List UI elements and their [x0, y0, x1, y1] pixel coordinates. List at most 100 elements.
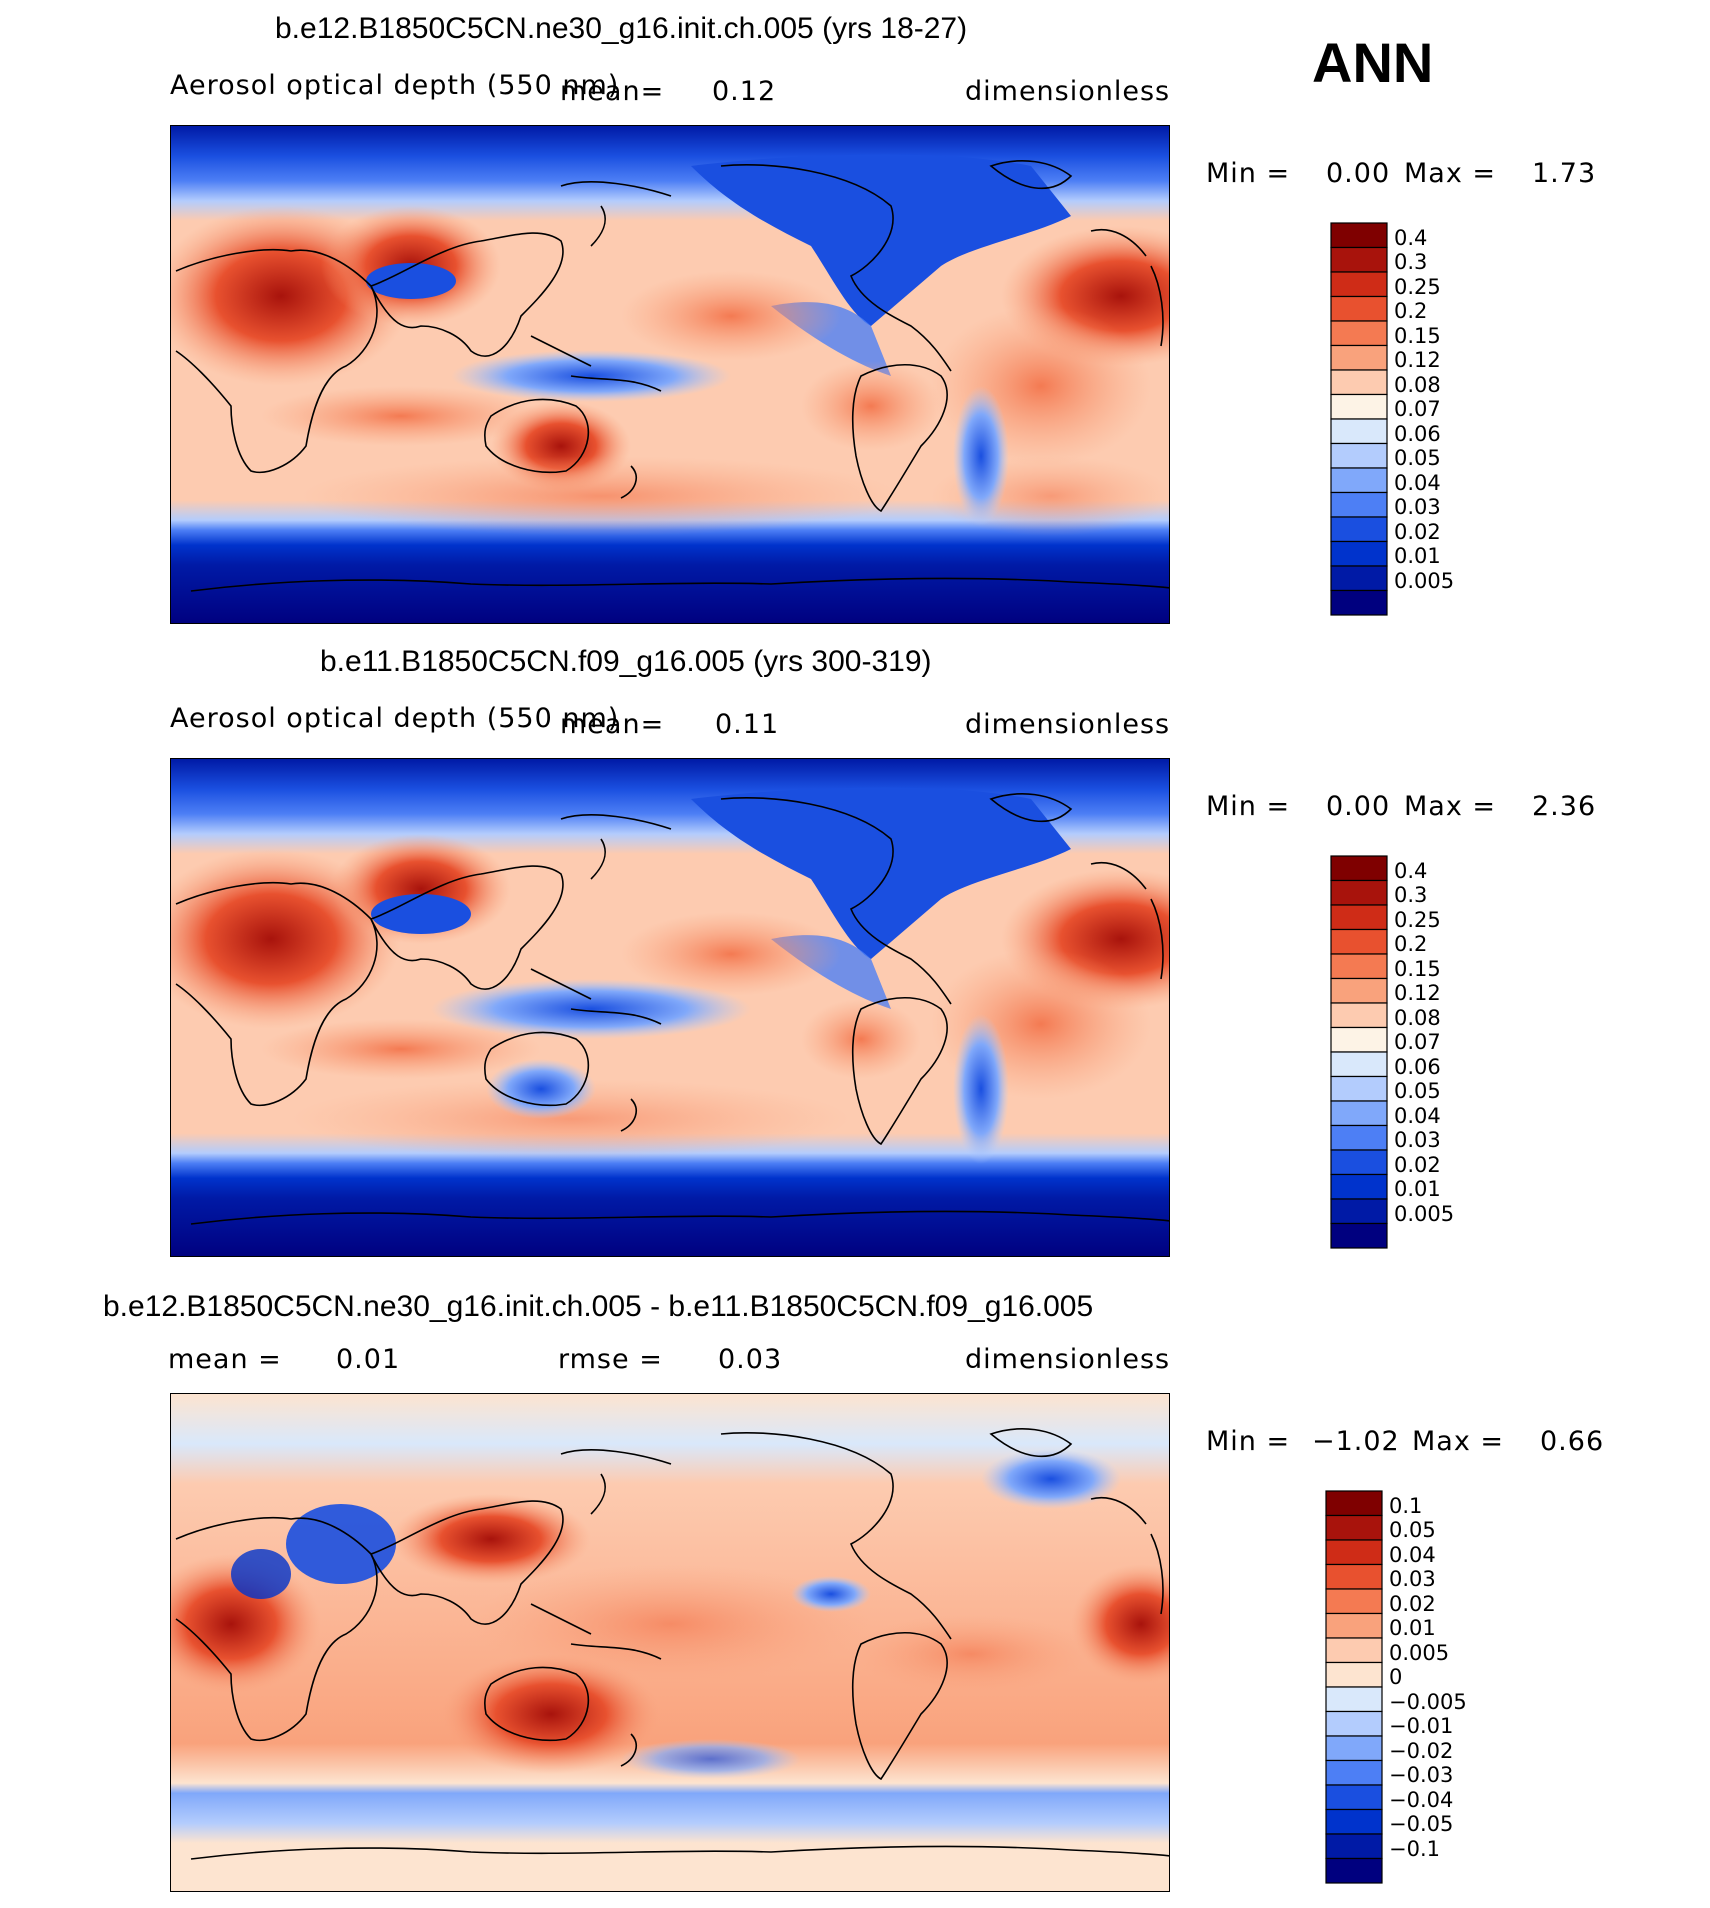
colorbar-swatch — [1330, 295, 1388, 322]
colorbar-level-label: 0.03 — [1394, 495, 1441, 519]
colorbar-swatch — [1330, 418, 1388, 445]
colorbar-level-label: 0.3 — [1394, 883, 1428, 907]
colorbar-level-label: 0.07 — [1394, 397, 1441, 421]
colorbar-svg — [1330, 855, 1388, 1249]
panel2-min-label: Min = — [1206, 791, 1291, 822]
colorbar-level-label: −0.1 — [1389, 1836, 1440, 1861]
colorbar-swatch — [1330, 1149, 1388, 1176]
colorbar-swatch — [1330, 879, 1388, 906]
panel1-map — [170, 125, 1170, 624]
colorbar-swatch — [1330, 516, 1388, 543]
panel1-min-label: Min = — [1206, 158, 1291, 189]
colorbar-level-label: 0.07 — [1394, 1030, 1441, 1054]
colorbar-level-label: 0.01 — [1394, 544, 1441, 568]
colorbar-level-label: 0 — [1389, 1665, 1403, 1689]
colorbar-level-label: 0.3 — [1394, 250, 1428, 274]
panel1-colorbar: 0.4 0.3 0.25 0.2 0.15 0.12 0.08 0.07 0.06 0.05 0.0… — [1330, 222, 1530, 623]
colorbar-swatch — [1325, 1710, 1383, 1737]
colorbar-level-label: 0.005 — [1389, 1640, 1450, 1665]
colorbar-level-label: 0.02 — [1394, 519, 1441, 544]
panel3-rmse-value: 0.03 — [718, 1344, 783, 1375]
colorbar-level-label: 0.4 — [1394, 858, 1428, 883]
colorbar-swatch — [1330, 589, 1388, 616]
colorbar-level-label: −0.04 — [1389, 1787, 1454, 1812]
colorbar-level-label: 0.08 — [1394, 372, 1441, 397]
colorbar-swatch — [1325, 1490, 1383, 1517]
colorbar-level-label: −0.005 — [1389, 1689, 1467, 1714]
panel3-units: dimensionless — [965, 1344, 1171, 1375]
panel3-max-value: 0.66 — [1540, 1426, 1605, 1457]
panel3-mean-value: 0.01 — [336, 1344, 401, 1375]
panel2-min-value: 0.00 — [1326, 791, 1391, 822]
colorbar-level-label: 0.005 — [1394, 568, 1455, 593]
colorbar-level-label: 0.005 — [1394, 1201, 1455, 1226]
colorbar-swatch — [1330, 540, 1388, 567]
colorbar-swatch — [1330, 1222, 1388, 1249]
colorbar-swatch — [1330, 1002, 1388, 1029]
colorbar-swatch — [1325, 1588, 1383, 1615]
colorbar-level-label: 0.12 — [1394, 981, 1441, 1005]
colorbar-swatch — [1330, 904, 1388, 931]
colorbar-swatch — [1330, 1100, 1388, 1127]
colorbar-swatch — [1330, 491, 1388, 518]
colorbar-swatch — [1330, 855, 1388, 882]
panel1-title: b.e12.B1850C5CN.ne30_g16.init.ch.005 (yr… — [275, 12, 968, 45]
panel1-mean-value: 0.12 — [712, 76, 777, 107]
panel1-units: dimensionless — [965, 76, 1171, 107]
panel1-mean-label: mean= — [560, 76, 665, 107]
colorbar-swatch — [1330, 344, 1388, 371]
colorbar-swatch — [1325, 1784, 1383, 1811]
colorbar-level-label: 0.2 — [1394, 932, 1428, 956]
panel1-variable-label: Aerosol optical depth (550 nm) — [170, 70, 620, 101]
panel2-max-value: 2.36 — [1532, 791, 1597, 822]
colorbar-swatch — [1325, 1514, 1383, 1541]
colorbar-level-label: 0.06 — [1394, 421, 1441, 446]
panel3-map-svg — [171, 1394, 1169, 1891]
colorbar-swatch — [1330, 565, 1388, 592]
colorbar-swatch — [1330, 222, 1388, 249]
colorbar-swatch — [1330, 393, 1388, 420]
colorbar-level-label: 0.01 — [1394, 1177, 1441, 1201]
colorbar-level-label: 0.15 — [1394, 956, 1441, 981]
colorbar-swatch — [1330, 1198, 1388, 1225]
colorbar-swatch — [1330, 369, 1388, 396]
colorbar-svg — [1325, 1490, 1383, 1884]
colorbar-swatch — [1330, 1026, 1388, 1053]
colorbar-level-label: 0.03 — [1389, 1567, 1436, 1591]
panel1-map-svg — [171, 126, 1169, 623]
colorbar-swatch — [1325, 1857, 1383, 1884]
colorbar-swatch — [1325, 1808, 1383, 1835]
colorbar-level-label: 0.05 — [1389, 1518, 1436, 1542]
panel2-mean-label: mean= — [560, 709, 665, 740]
colorbar-swatch — [1330, 928, 1388, 955]
colorbar-swatch — [1330, 320, 1388, 347]
panel2-colorbar: 0.4 0.3 0.25 0.2 0.15 0.12 0.08 0.07 0.06 0.05 0.0… — [1330, 855, 1530, 1256]
colorbar-level-label: −0.05 — [1389, 1812, 1454, 1836]
colorbar-swatch — [1325, 1563, 1383, 1590]
panel3-min-label: Min = — [1206, 1426, 1291, 1457]
panel3-rmse-label: rmse = — [558, 1344, 663, 1375]
panel2-mean-value: 0.11 — [715, 709, 780, 740]
colorbar-swatch — [1330, 1173, 1388, 1200]
colorbar-level-label: 0.06 — [1394, 1054, 1441, 1079]
colorbar-level-label: 0.4 — [1394, 225, 1428, 250]
panel1-max-label: Max = — [1404, 158, 1497, 189]
colorbar-swatch — [1330, 467, 1388, 494]
colorbar-swatch — [1325, 1833, 1383, 1860]
colorbar-level-label: 0.02 — [1389, 1591, 1436, 1616]
season-label: ANN — [1312, 31, 1434, 94]
colorbar-level-label: 0.2 — [1394, 299, 1428, 323]
colorbar-level-label: 0.01 — [1389, 1616, 1436, 1640]
colorbar-swatch — [1330, 442, 1388, 469]
colorbar-swatch — [1330, 977, 1388, 1004]
colorbar-level-label: 0.02 — [1394, 1152, 1441, 1177]
panel2-max-label: Max = — [1404, 791, 1497, 822]
panel3-mean-label: mean = — [168, 1344, 282, 1375]
colorbar-level-label: −0.01 — [1389, 1714, 1454, 1738]
colorbar-level-label: 0.25 — [1394, 907, 1441, 932]
colorbar-level-label: 0.25 — [1394, 274, 1441, 299]
colorbar-level-label: 0.15 — [1394, 323, 1441, 348]
colorbar-level-label: −0.02 — [1389, 1738, 1454, 1763]
colorbar-swatch — [1330, 1075, 1388, 1102]
panel2-variable-label: Aerosol optical depth (550 nm) — [170, 703, 620, 734]
